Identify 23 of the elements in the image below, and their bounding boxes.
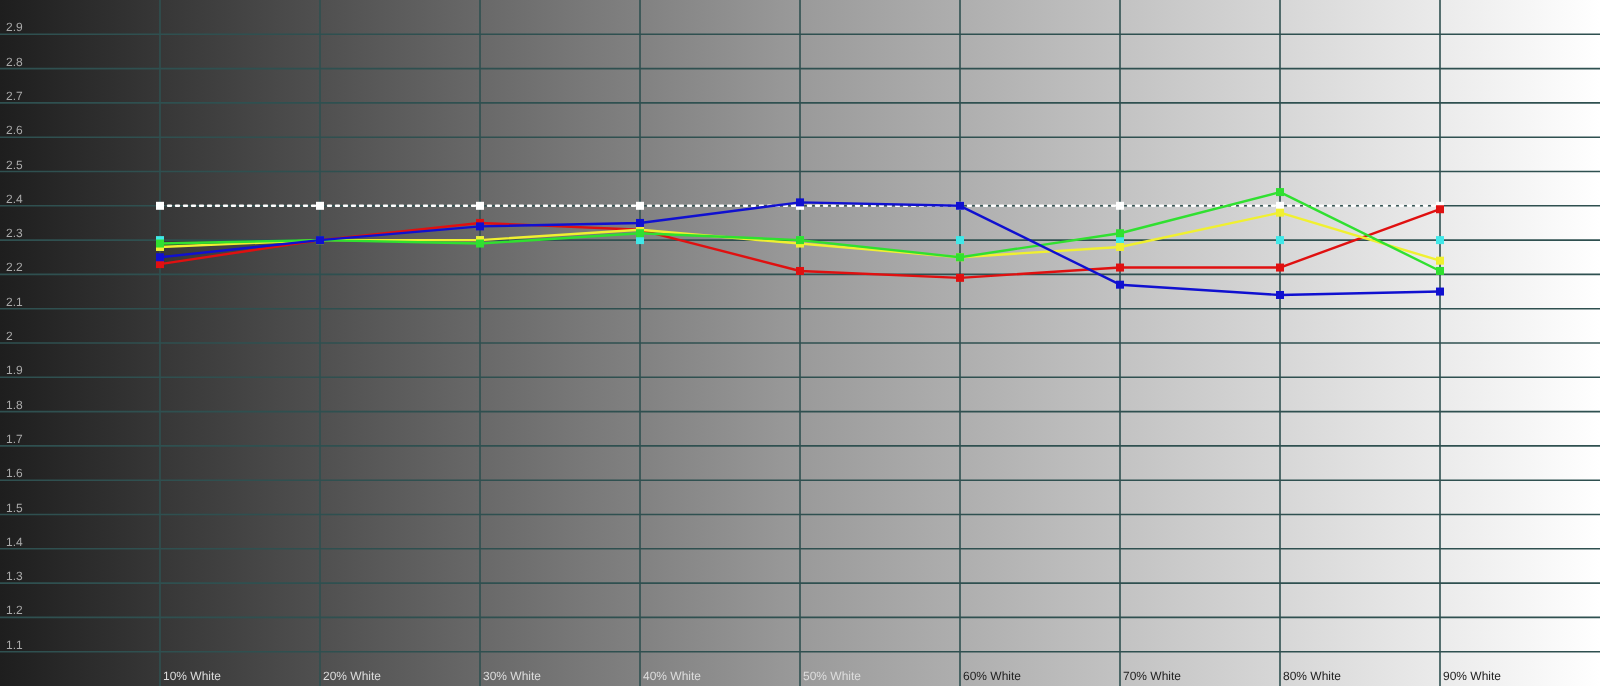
point xyxy=(1116,229,1124,238)
point xyxy=(1436,256,1444,265)
point xyxy=(1276,263,1284,272)
point xyxy=(1276,290,1284,299)
point xyxy=(1116,201,1124,210)
point xyxy=(956,273,964,282)
point xyxy=(1276,236,1284,245)
point xyxy=(1116,242,1124,251)
point xyxy=(1436,266,1444,275)
point xyxy=(1436,287,1444,296)
point xyxy=(476,201,484,210)
point xyxy=(1276,188,1284,197)
point xyxy=(1436,236,1444,245)
point xyxy=(956,236,964,245)
point xyxy=(796,266,804,275)
point xyxy=(636,201,644,210)
point xyxy=(156,253,164,262)
point xyxy=(636,218,644,227)
point xyxy=(1276,208,1284,217)
point xyxy=(1116,280,1124,289)
point xyxy=(1116,263,1124,272)
point xyxy=(156,201,164,210)
point xyxy=(316,201,324,210)
